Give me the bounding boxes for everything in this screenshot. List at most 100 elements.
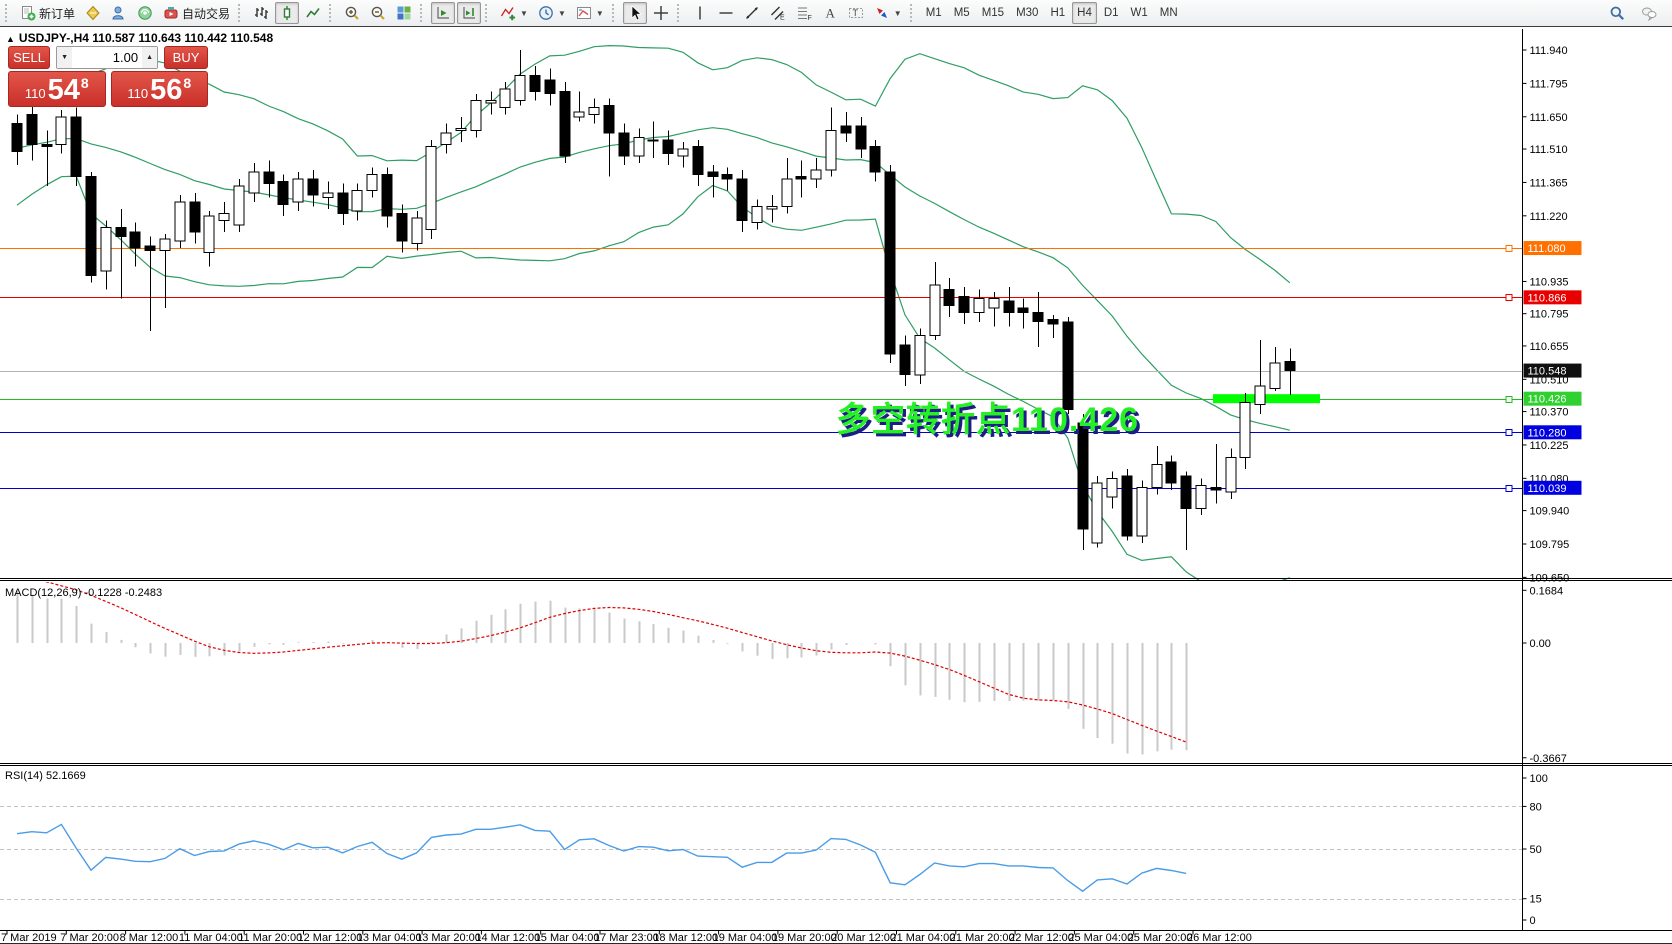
price-axis[interactable]: 111.940 111.795 111.650 111.510 111.365 111.2…	[1522, 45, 1582, 927]
candle-body	[692, 146, 704, 175]
toolbar-right-icons	[1604, 2, 1662, 24]
svg-text:11 Mar 20:00: 11 Mar 20:00	[238, 932, 302, 944]
autotrading-button[interactable]: 自动交易	[159, 2, 234, 24]
price-tag: 110.280	[1523, 425, 1582, 440]
candle-body	[1091, 482, 1103, 544]
timeframe-m5-button[interactable]: M5	[949, 2, 975, 24]
candle-body	[1254, 385, 1266, 406]
cursor-button[interactable]	[622, 2, 647, 24]
timeframe-m15-button[interactable]: M15	[977, 2, 1009, 24]
tile-windows-icon	[396, 5, 412, 21]
timeframe-d1-button[interactable]: D1	[1099, 2, 1124, 24]
svg-text:21 Mar 04:00: 21 Mar 04:00	[891, 932, 956, 944]
candle-body	[899, 344, 911, 376]
zoom-in-icon	[344, 5, 360, 21]
sell-price-pip: 8	[80, 75, 89, 91]
candle-body	[115, 226, 127, 238]
volume-increase-button[interactable]: ▲	[142, 47, 158, 68]
candle-body	[277, 180, 289, 205]
svg-text:7 Mar 20:00: 7 Mar 20:00	[60, 932, 119, 944]
support-highlight-bar[interactable]	[1213, 394, 1320, 404]
one-click-toggle-icon[interactable]: ▲	[6, 34, 15, 44]
vertical-line-button[interactable]	[688, 2, 712, 24]
horizontal-line-button[interactable]	[714, 2, 738, 24]
price-tag: 111.080	[1523, 241, 1582, 256]
search-button[interactable]	[1605, 2, 1629, 24]
svg-text:110.426: 110.426	[1528, 394, 1567, 406]
line-chart-button[interactable]	[301, 2, 325, 24]
candle-body	[810, 169, 822, 180]
tile-windows-button[interactable]	[392, 2, 416, 24]
zoom-in-button[interactable]	[340, 2, 364, 24]
timeframe-h1-button[interactable]: H1	[1045, 2, 1070, 24]
dropdown-arrow-icon[interactable]: ▼	[520, 8, 528, 18]
svg-text:111.080: 111.080	[1528, 243, 1566, 255]
signals-icon	[137, 5, 153, 21]
volume-decrease-button[interactable]: ▼	[57, 47, 73, 68]
buy-button[interactable]: BUY	[164, 46, 208, 69]
sell-button[interactable]: SELL	[8, 46, 51, 69]
candle-body	[455, 127, 467, 132]
timeframe-mn-button[interactable]: MN	[1155, 2, 1183, 24]
timeframe-m1-button[interactable]: M1	[921, 2, 947, 24]
new-order-button[interactable]: 新订单	[16, 2, 79, 24]
horizontal-level-lines[interactable]	[0, 245, 1522, 492]
candle-body	[307, 178, 319, 196]
dropdown-arrow-icon[interactable]: ▼	[557, 8, 566, 18]
dropdown-arrow-icon[interactable]: ▼	[893, 8, 902, 18]
candle-body	[85, 176, 97, 277]
timeframe-w1-button[interactable]: W1	[1126, 2, 1153, 24]
arrows-button[interactable]: ▼	[870, 2, 906, 24]
sell-price-button[interactable]: 110 54 8	[8, 71, 106, 107]
text-button[interactable]: A	[818, 2, 842, 24]
candle-body	[337, 192, 349, 215]
dropdown-arrow-icon[interactable]: ▼	[595, 8, 604, 18]
candle-body	[677, 148, 689, 157]
volume-input[interactable]	[72, 47, 143, 68]
toolbar: 新订单 自动交易 ▼ ▼ ▼ E F A T ▼ M1 M5 M15 M30 H1 H4 D1 W1 MN	[0, 0, 1672, 27]
bar-chart-button[interactable]	[249, 2, 273, 24]
chart-area[interactable]: 111.940 111.795 111.650 111.510 111.365 111.2…	[0, 28, 1672, 944]
templates-button[interactable]: ▼	[572, 2, 608, 24]
crosshair-button[interactable]	[649, 2, 673, 24]
indicators-button[interactable]: ▼	[496, 2, 532, 24]
chat-button[interactable]	[1637, 2, 1661, 24]
metaeditor-button[interactable]	[81, 2, 105, 24]
svg-text:19 Mar 20:00: 19 Mar 20:00	[772, 932, 837, 944]
svg-text:110.795: 110.795	[1530, 309, 1569, 321]
buy-price-button[interactable]: 110 56 8	[110, 71, 208, 107]
sell-price-prefix: 110	[24, 86, 46, 101]
price-tag: 110.866	[1523, 290, 1582, 305]
candle-body	[292, 178, 304, 203]
timeframe-m30-button[interactable]: M30	[1011, 2, 1043, 24]
macd-indicator-label: MACD(12,26,9) -0.1228 -0.2483	[5, 587, 163, 599]
zoom-out-button[interactable]	[366, 2, 390, 24]
candle-body	[411, 217, 423, 244]
chart-shift-button[interactable]	[457, 2, 482, 24]
signals-button[interactable]	[133, 2, 157, 24]
candlestick-button[interactable]	[275, 2, 300, 24]
svg-text:109.940: 109.940	[1530, 506, 1570, 518]
time-axis[interactable]: 7 Mar 2019 7 Mar 20:00 8 Mar 12:00 11 Mar 0…	[1, 930, 1252, 944]
candle-body	[662, 139, 674, 155]
candle-body	[1269, 362, 1281, 390]
rsi-indicator-label: RSI(14) 52.1669	[5, 770, 86, 782]
profiles-button[interactable]	[107, 2, 131, 24]
svg-text:15 Mar 04:00: 15 Mar 04:00	[535, 932, 600, 944]
trendline-button[interactable]	[740, 2, 764, 24]
channel-button[interactable]: E	[766, 2, 790, 24]
timeframe-h4-button[interactable]: H4	[1072, 2, 1097, 24]
periods-button[interactable]: ▼	[534, 2, 570, 24]
svg-text:110.225: 110.225	[1530, 440, 1569, 452]
metaeditor-icon	[85, 5, 101, 21]
auto-scroll-button[interactable]	[431, 2, 456, 24]
channel-icon: E	[770, 5, 786, 21]
toolbar-grip	[909, 4, 916, 22]
svg-text:F: F	[807, 15, 811, 21]
text-label-button[interactable]: T	[844, 2, 868, 24]
candle-body	[248, 171, 260, 194]
fibonacci-button[interactable]: F	[792, 2, 816, 24]
candle-body	[529, 74, 541, 92]
candle-body	[470, 100, 482, 132]
svg-text:17 Mar 23:00: 17 Mar 23:00	[594, 932, 659, 944]
